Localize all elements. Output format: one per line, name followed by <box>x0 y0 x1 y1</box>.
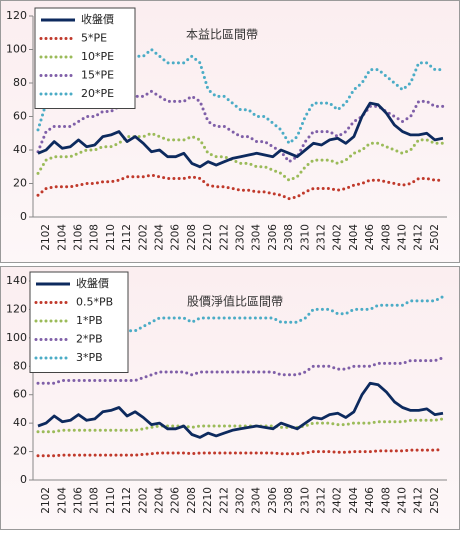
series-line <box>36 48 445 145</box>
x-tick-label: 2206 <box>170 487 182 514</box>
x-tick-label: 2108 <box>89 224 101 251</box>
x-tick-label: 2502 <box>429 487 441 514</box>
x-tick-label: 2408 <box>380 224 392 251</box>
x-tick-label: 2410 <box>397 224 409 251</box>
series-line <box>36 447 445 458</box>
x-tick-label: 2402 <box>332 487 344 514</box>
x-tick-label: 2106 <box>73 224 85 251</box>
series-line <box>36 89 445 164</box>
x-tick-label: 2302 <box>235 224 247 251</box>
y-tick-label: 120 <box>6 302 27 315</box>
x-tick-label: 2308 <box>283 487 295 514</box>
series-line <box>36 356 445 385</box>
legend-label: 10*PE <box>81 50 114 63</box>
legend-label: 收盤價 <box>76 276 109 290</box>
y-tick-label: 60 <box>13 388 27 401</box>
x-tick-label: 2302 <box>235 487 247 514</box>
x-tick-label: 2104 <box>56 224 68 251</box>
x-tick-label: 2406 <box>364 487 376 514</box>
series-line <box>37 381 444 439</box>
y-tick-label: 60 <box>13 110 27 123</box>
x-tick-label: 2206 <box>170 224 182 251</box>
y-tick-label: 0 <box>20 473 27 486</box>
x-tick-label: 2110 <box>105 487 117 514</box>
x-tick-label: 2310 <box>299 224 311 251</box>
x-tick-label: 2102 <box>40 487 52 514</box>
chart: 0 20 40 60 80 100 120 2102 2104 2106 2108 2110 2112 2… <box>6 7 447 251</box>
legend-label: 20*PE <box>81 87 114 100</box>
chart-title: 股價淨值比區間帶 <box>187 294 283 309</box>
x-tick-label: 2210 <box>202 224 214 251</box>
y-tick-label: 80 <box>13 359 27 372</box>
y-tick-label: 140 <box>6 274 27 287</box>
x-tick-label: 2410 <box>397 487 409 514</box>
x-tick-label: 2406 <box>364 224 376 251</box>
x-tick-label: 2404 <box>348 224 360 251</box>
x-tick-label: 2308 <box>283 224 295 251</box>
y-tick-label: 80 <box>13 76 27 89</box>
y-tick-label: 20 <box>13 177 27 190</box>
x-tick-label: 2502 <box>429 224 441 251</box>
x-tick-label: 2402 <box>332 224 344 251</box>
legend-label: 2*PB <box>76 333 103 346</box>
legend-label: 1*PB <box>76 314 103 327</box>
x-tick-label: 2112 <box>121 487 133 514</box>
series-line <box>37 101 444 169</box>
x-tick-label: 2306 <box>267 487 279 514</box>
x-tick-label: 2112 <box>121 224 133 251</box>
x-tick-label: 2404 <box>348 487 360 514</box>
legend-label: 5*PE <box>81 32 107 45</box>
legend-label: 收盤價 <box>81 12 114 26</box>
x-tick-label: 2306 <box>267 224 279 251</box>
x-tick-label: 2102 <box>40 224 52 251</box>
x-tick-label: 2312 <box>316 224 328 251</box>
x-tick-label: 2202 <box>137 224 149 251</box>
y-tick-label: 40 <box>13 416 27 429</box>
x-tick-label: 2104 <box>56 487 68 514</box>
x-tick-label: 2408 <box>380 487 392 514</box>
x-tick-label: 2212 <box>218 487 230 514</box>
x-tick-label: 2110 <box>105 224 117 251</box>
y-tick-label: 40 <box>13 143 27 156</box>
y-tick-label: 120 <box>6 9 27 22</box>
x-tick-label: 2304 <box>251 487 263 514</box>
x-tick-label: 2204 <box>154 224 166 251</box>
x-tick-label: 2208 <box>186 487 198 514</box>
x-tick-label: 2106 <box>73 487 85 514</box>
x-tick-label: 2202 <box>137 487 149 514</box>
x-tick-label: 2304 <box>251 224 263 251</box>
chart-title: 本益比區間帶 <box>186 28 258 42</box>
y-tick-label: 100 <box>6 331 27 344</box>
legend-label: 15*PE <box>81 69 114 82</box>
x-tick-label: 2108 <box>89 487 101 514</box>
x-tick-label: 2310 <box>299 487 311 514</box>
x-tick-label: 2412 <box>413 224 425 251</box>
chart: 0 20 40 60 80 100 120 140 2102 2104 2106 2108 2110 21… <box>6 271 447 514</box>
legend-label: 3*PB <box>76 351 103 364</box>
series-line <box>36 417 445 434</box>
x-tick-label: 2208 <box>186 224 198 251</box>
x-tick-label: 2412 <box>413 487 425 514</box>
legend-label: 0.5*PB <box>76 296 113 309</box>
x-tick-label: 2210 <box>202 487 214 514</box>
x-tick-label: 2212 <box>218 224 230 251</box>
series-line <box>36 131 445 182</box>
y-tick-label: 0 <box>20 210 27 223</box>
y-tick-label: 20 <box>13 445 27 458</box>
x-tick-label: 2204 <box>154 487 166 514</box>
y-tick-label: 100 <box>6 43 27 56</box>
x-tick-label: 2312 <box>316 487 328 514</box>
